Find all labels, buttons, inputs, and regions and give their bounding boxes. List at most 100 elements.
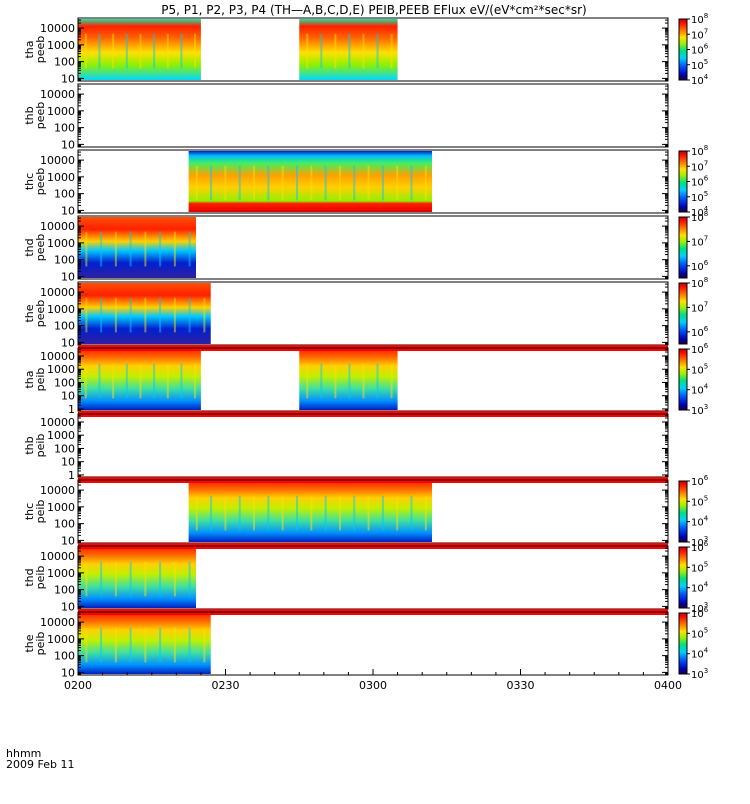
spectrogram-texture: [173, 627, 176, 663]
y-tick-label: 100: [54, 442, 75, 455]
spectrogram-texture: [85, 297, 88, 333]
colorbar-scale: [678, 480, 688, 543]
colorbar-exponent: 6: [704, 540, 709, 548]
y-tick-label: 1000: [47, 39, 75, 52]
spectrogram-texture: [424, 165, 427, 201]
colorbar-label: 104: [691, 383, 709, 397]
spectrogram-texture: [98, 33, 101, 69]
panel-probe-label: thb: [23, 436, 36, 454]
spectrogram-texture: [324, 495, 327, 531]
colorbar-exponent: 6: [704, 43, 709, 51]
y-tick-label: 1000: [47, 501, 75, 514]
y-tick-label: 100: [54, 518, 75, 531]
spectrogram-texture: [195, 495, 198, 531]
y-tick-label: 1: [68, 469, 75, 482]
y-tick-label: 10000: [40, 88, 75, 101]
colorbar-exponent: 3: [704, 403, 708, 411]
colorbar-tha-peib: 103 104 105 106: [678, 342, 709, 417]
colorbar-exponent: 8: [704, 144, 708, 152]
spectrogram-texture: [367, 495, 370, 531]
y-tick-label: 10000: [40, 550, 75, 563]
colorbar-exponent: 7: [704, 300, 708, 308]
colorbar-the-peib: 103 104 105 106: [678, 606, 709, 681]
spectrogram-texture: [114, 231, 117, 267]
x-tick-label: 0330: [507, 679, 535, 692]
colorbar-exponent: 8: [704, 12, 708, 20]
panel-probe-label: thb: [23, 106, 36, 124]
colorbar-label: 104: [691, 73, 709, 87]
spectrogram-texture: [194, 363, 197, 399]
spectrogram-texture: [85, 561, 88, 597]
y-tick-label: 10000: [40, 22, 75, 35]
spectrogram-texture: [166, 33, 169, 69]
spectrogram-texture: [166, 363, 169, 399]
spectrogram-texture: [173, 231, 176, 267]
spectrogram-texture: [295, 495, 298, 531]
panel-product-label: peib: [34, 566, 47, 590]
y-tick-label: 10: [61, 666, 75, 679]
spectrogram-texture: [381, 165, 384, 201]
x-tick-label: 0300: [359, 679, 387, 692]
panel-probe-label: the: [23, 634, 36, 652]
colorbar-label: 107: [691, 159, 708, 173]
spectrogram-texture: [188, 627, 191, 663]
colorbar-exponent: 3: [704, 601, 708, 609]
y-tick-label: 10: [61, 456, 75, 469]
colorbar-exponent: 8: [704, 276, 708, 284]
colorbar-exponent: 5: [704, 58, 708, 66]
colorbar-scale: [678, 546, 688, 609]
y-tick-label: 10: [61, 600, 75, 613]
spectrogram-texture: [238, 165, 241, 201]
spectrogram-texture: [112, 33, 115, 69]
y-tick-label: 10000: [40, 484, 75, 497]
x-tick-label: 0230: [212, 679, 240, 692]
spectrogram-texture: [362, 33, 365, 69]
spectrogram-texture: [295, 165, 298, 201]
colorbar-label: 108: [691, 144, 708, 158]
y-tick-label: 10: [61, 138, 75, 151]
spectrogram-texture: [188, 561, 191, 597]
colorbar-label: 106: [691, 606, 709, 620]
spectrogram-texture: [188, 297, 191, 333]
y-tick-label: 1000: [47, 237, 75, 250]
spectrogram-texture: [114, 627, 117, 663]
spectrogram-texture: [362, 363, 365, 399]
spectrogram-texture: [144, 627, 147, 663]
colorbar-exponent: 4: [704, 73, 709, 81]
colorbar-scale: [678, 150, 688, 213]
panel-probe-label: thd: [23, 238, 36, 256]
y-tick-label: 100: [54, 122, 75, 135]
y-tick-label: 1000: [47, 567, 75, 580]
spectrogram-texture: [173, 561, 176, 597]
colorbar-label: 108: [691, 12, 708, 26]
colorbar-label: 106: [691, 474, 709, 488]
y-tick-label: 100: [54, 320, 75, 333]
spectrogram-texture: [334, 363, 337, 399]
spectrogram-texture: [381, 495, 384, 531]
colorbar-label: 108: [691, 210, 708, 224]
y-tick-label: 10: [61, 204, 75, 217]
spectrogram-texture: [98, 363, 101, 399]
panel-product-label: peeb: [34, 36, 47, 64]
spectrogram-texture: [267, 165, 270, 201]
panel-product-label: peib: [34, 500, 47, 524]
colorbar-label: 106: [691, 342, 709, 356]
spectrogram-texture: [125, 363, 128, 399]
spectrogram-texture: [267, 495, 270, 531]
spectrogram-texture: [320, 33, 323, 69]
spectrogram-texture: [153, 363, 156, 399]
y-tick-label: 100: [54, 584, 75, 597]
spectrogram-texture: [306, 33, 309, 69]
y-tick-label: 10: [61, 270, 75, 283]
spectrogram-texture: [139, 33, 142, 69]
spectrogram-texture: [180, 363, 183, 399]
spectrogram-texture: [84, 33, 87, 69]
colorbar-exponent: 6: [704, 325, 709, 333]
